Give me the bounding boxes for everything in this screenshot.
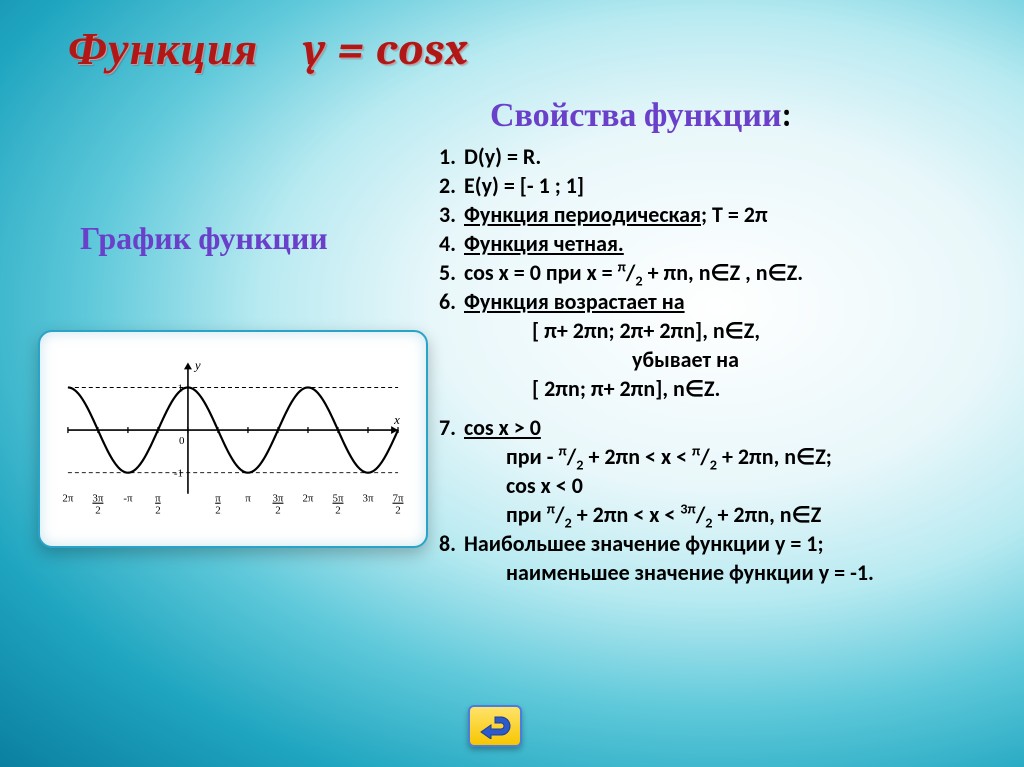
list-item: 2. E(y) = [- 1 ; 1]	[432, 171, 1002, 200]
svg-text:π: π	[155, 493, 161, 505]
svg-text:3π: 3π	[272, 493, 283, 505]
properties-heading-text: Свойства функции	[490, 95, 782, 135]
chart-card: yx2π3π2-ππ20π2π3π22π5π23π7π21-1	[38, 330, 428, 548]
list-item: 4. Функция четная.	[432, 229, 1002, 258]
svg-text:y: y	[193, 357, 201, 372]
svg-text:2π: 2π	[302, 493, 313, 505]
list-item: 6. Функция возрастает на	[432, 287, 1002, 316]
list-item: 1.D(y) = R.	[432, 142, 1002, 171]
list-item: 5. cos x = 0 при x = π/2 + πn, n∈Z , n∈Z…	[432, 258, 1002, 287]
svg-text:5π: 5π	[332, 493, 343, 505]
list-item: 3.Функция периодическая; T = 2π	[432, 200, 1002, 229]
svg-text:7π: 7π	[393, 493, 404, 505]
svg-text:0: 0	[179, 435, 185, 447]
list-sub: [ π+ 2πn; 2π+ 2πn], n∈Z,	[432, 316, 1002, 345]
svg-text:-π: -π	[123, 493, 133, 505]
svg-text:π: π	[245, 493, 251, 505]
list-sub: при - π/2 + 2πn < x < π/2 + 2πn, n∈Z;	[432, 442, 1002, 471]
back-button[interactable]	[468, 705, 522, 747]
svg-text:2: 2	[335, 505, 340, 517]
page-title: Функция y = cosx	[68, 22, 994, 76]
svg-text:2: 2	[275, 505, 280, 517]
svg-text:2: 2	[95, 505, 100, 517]
svg-text:2: 2	[155, 505, 160, 517]
properties-list: 1.D(y) = R. 2. E(y) = [- 1 ; 1] 3.Функци…	[432, 142, 1002, 587]
list-item: 8. Наибольшее значение функции y = 1;	[432, 529, 1002, 558]
properties-heading: Свойства функции:	[490, 95, 791, 135]
slide: Функция y = cosx График функции Свойства…	[0, 0, 1024, 767]
graph-heading: График функции	[80, 220, 328, 257]
list-sub: cos x < 0	[432, 471, 1002, 500]
svg-text:2π: 2π	[62, 493, 73, 505]
list-sub: [ 2πn; π+ 2πn], n∈Z.	[432, 374, 1002, 403]
list-sub: убывает на	[432, 345, 1002, 374]
list-sub: при π/2 + 2πn < x < 3π/2 + 2πn, n∈Z	[432, 500, 1002, 529]
svg-text:x: x	[393, 412, 400, 427]
list-item: 7.cos x > 0	[432, 413, 1002, 442]
svg-text:3π: 3π	[362, 493, 373, 505]
cosine-chart: yx2π3π2-ππ20π2π3π22π5π23π7π21-1	[54, 352, 412, 532]
svg-text:-1: -1	[174, 468, 183, 480]
svg-text:1: 1	[178, 382, 183, 394]
list-sub: наименьшее значение функции y = -1.	[432, 558, 1002, 587]
colon: :	[782, 95, 792, 135]
svg-text:π: π	[215, 493, 221, 505]
svg-text:2: 2	[215, 505, 220, 517]
u-turn-arrow-icon	[478, 713, 512, 739]
svg-text:3π: 3π	[92, 493, 103, 505]
svg-text:2: 2	[395, 505, 400, 517]
